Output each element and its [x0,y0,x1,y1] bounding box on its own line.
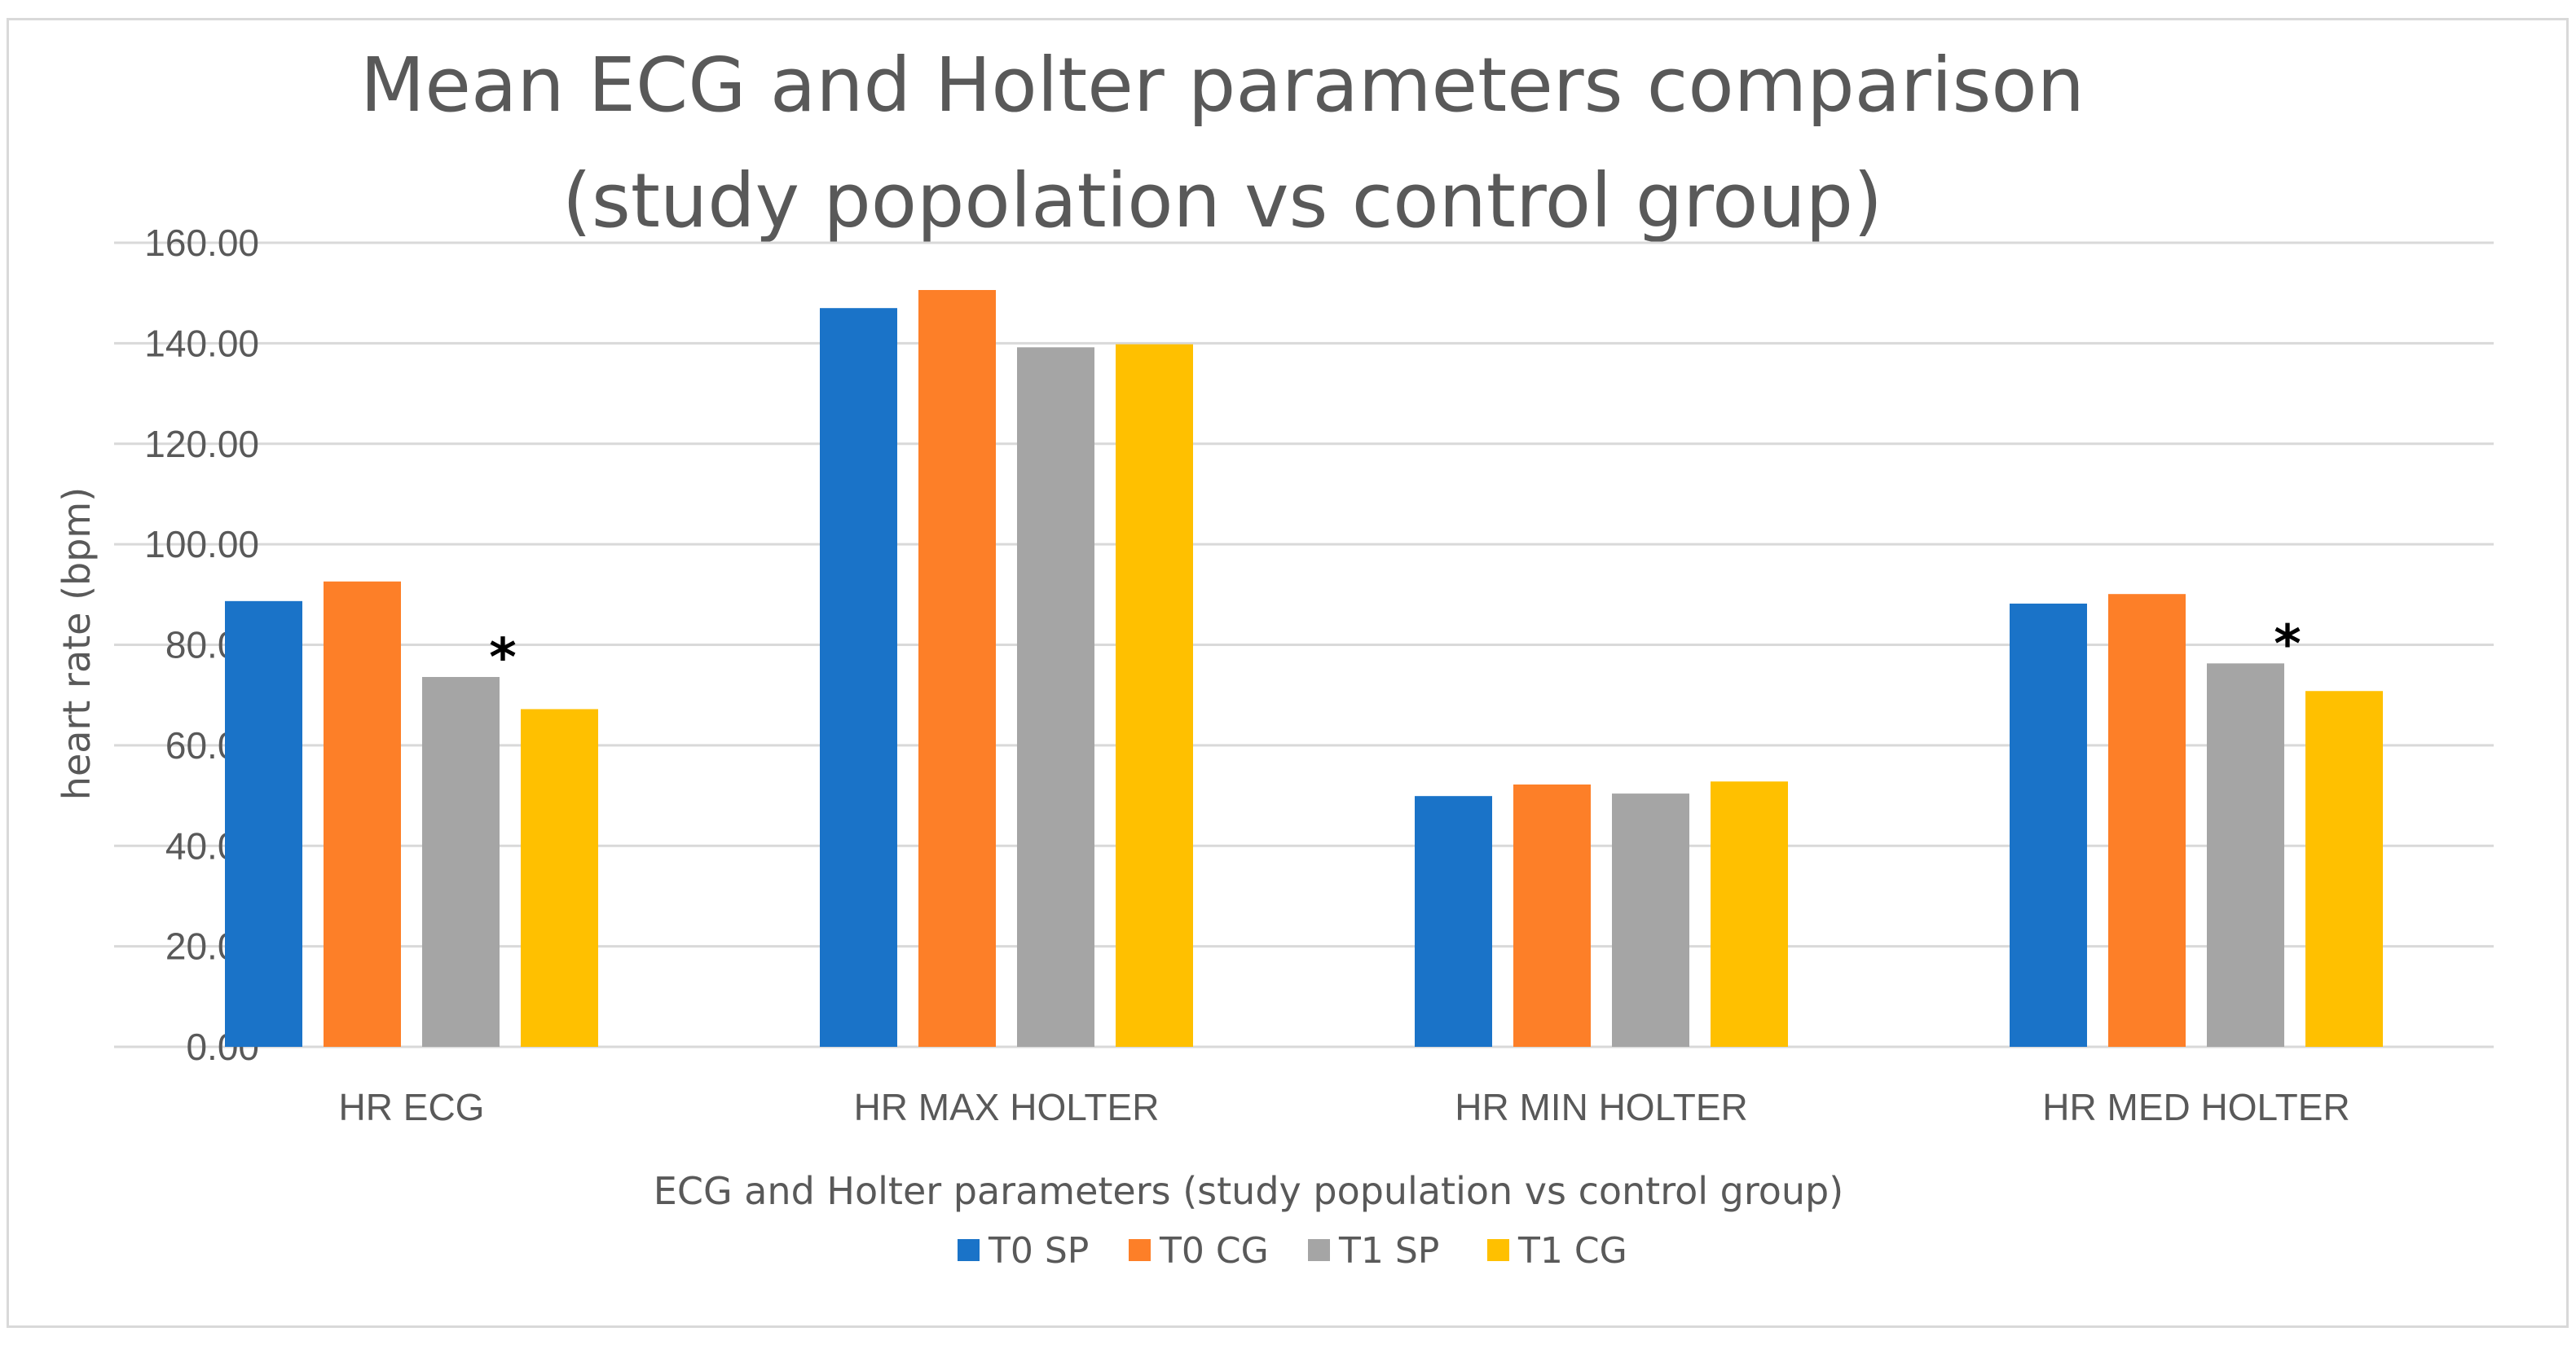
legend-swatch [958,1239,980,1261]
bars [225,289,2383,1048]
y-tick-label: 120.00 [144,423,259,465]
bar-t0-cg [1513,784,1591,1047]
bar-t0-sp [1415,796,1492,1047]
category-label: HR MAX HOLTER [854,1086,1160,1128]
legend-item: T1 CG [1487,1230,1627,1272]
chart-title-line-2: (study popolation vs control group) [562,157,1882,244]
bar-t1-sp [422,676,500,1047]
chart-title-line-1: Mean ECG and Holter parameters compariso… [360,42,2085,129]
significance-marker: * [489,628,516,688]
bar-t1-cg [2305,691,2383,1047]
category-labels: HR ECG HR MAX HOLTER HR MIN HOLTER HR MED H… [339,1086,2350,1128]
legend-label: T1 SP [1338,1230,1439,1272]
x-axis-title: ECG and Holter parameters (study populat… [654,1169,1843,1213]
legend: T0 SP T0 CG T1 SP T1 CG [958,1230,1627,1272]
category-label: HR ECG [339,1086,485,1128]
legend-item: T0 CG [1129,1230,1269,1272]
bar-t0-sp [2010,603,2087,1047]
y-axis-title: heart rate (bpm) [55,487,99,800]
legend-item: T0 SP [958,1230,1089,1272]
bar-t1-sp [1017,347,1094,1047]
legend-label: T0 SP [988,1230,1089,1272]
bar-t1-sp [1612,793,1689,1047]
legend-label: T0 CG [1159,1230,1269,1272]
annotations: * * [489,614,2301,688]
legend-label: T1 CG [1517,1230,1627,1272]
bar-t0-cg [324,581,401,1047]
legend-swatch [1129,1239,1151,1261]
bar-t0-cg [2108,594,2186,1047]
category-label: HR MIN HOLTER [1455,1086,1748,1128]
legend-item: T1 SP [1308,1230,1439,1272]
bar-t1-sp [2207,663,2284,1047]
bar-t0-sp [820,308,897,1048]
y-tick-label: 140.00 [144,322,259,364]
bar-t0-sp [225,600,302,1047]
legend-swatch [1487,1239,1509,1261]
category-label: HR MED HOLTER [2042,1086,2349,1128]
y-tick-label: 160.00 [144,222,259,264]
bar-t1-cg [1116,344,1193,1047]
gridlines [114,241,2494,1048]
y-tick-label: 100.00 [144,523,259,565]
bar-t1-cg [521,709,598,1047]
bar-t0-cg [918,289,996,1048]
bar-t1-cg [1711,781,1788,1047]
significance-marker: * [2274,614,2301,675]
legend-swatch [1308,1239,1330,1261]
